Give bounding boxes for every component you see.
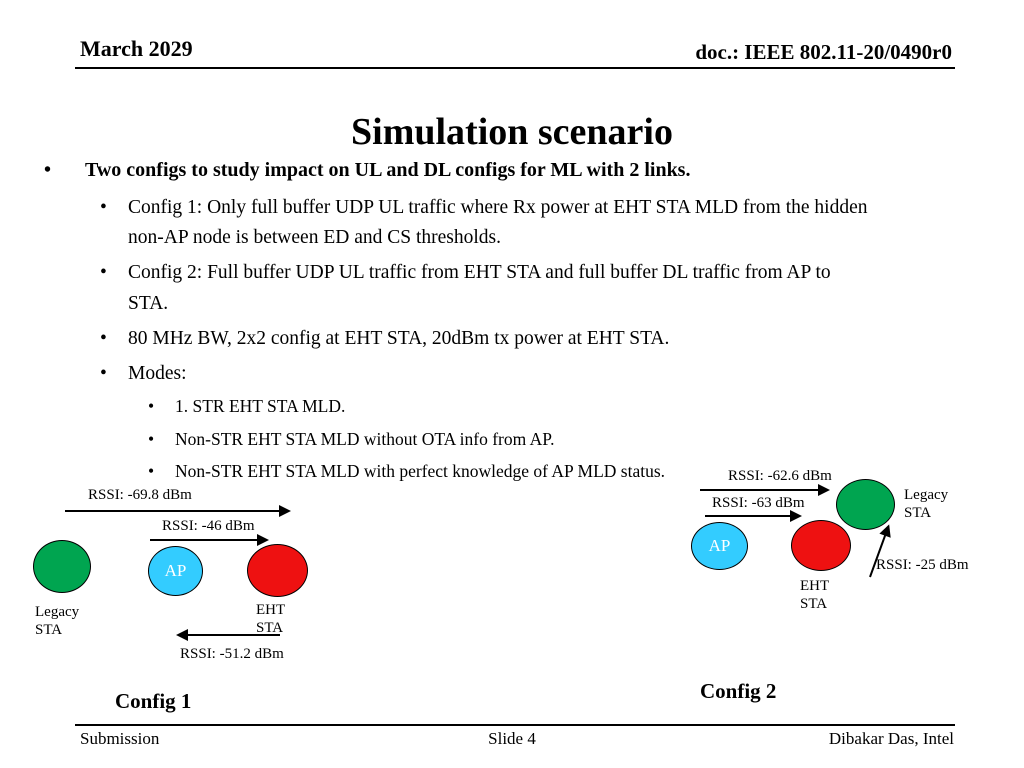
config1-arrow-eht-to-ap xyxy=(176,629,280,641)
config1-legacy-sta-node xyxy=(33,540,91,593)
bullet-bandwidth: 80 MHz BW, 2x2 config at EHT STA, 20dBm … xyxy=(0,324,868,354)
bullet-mode-nonstr-perfect: Non-STR EHT STA MLD with perfect knowled… xyxy=(0,459,910,485)
config1-caption: Config 1 xyxy=(115,689,192,713)
footer-submission: Submission xyxy=(80,729,160,748)
header-divider xyxy=(75,67,955,69)
header-doc-number: doc.: IEEE 802.11-20/0490r0 xyxy=(695,40,952,64)
config2-arrow-ap-to-legacy xyxy=(700,484,830,496)
config2-legacy-sta-node xyxy=(836,479,895,530)
config2-eht-sta-label: EHT STA xyxy=(800,578,829,612)
config1-rssi-bottom-label: RSSI: -51.2 dBm xyxy=(180,646,284,662)
config2-caption: Config 2 xyxy=(700,679,777,703)
config2-eht-sta-node xyxy=(791,520,851,571)
footer-divider xyxy=(75,724,955,726)
footer-slide-number: Slide 4 xyxy=(488,729,536,748)
bullet-list: Two configs to study impact on UL and DL… xyxy=(0,157,910,491)
config1-ap-node: AP xyxy=(148,546,203,596)
header-date: March 2029 xyxy=(80,36,193,61)
footer-author: Dibakar Das, Intel xyxy=(828,729,954,748)
config1-rssi-top-label: RSSI: -69.8 dBm xyxy=(88,487,192,503)
bullet-modes: Modes: xyxy=(0,359,868,389)
config1-eht-sta-node xyxy=(247,544,308,597)
bullet-main: Two configs to study impact on UL and DL… xyxy=(0,157,910,184)
config2-arrow-ap-to-eht xyxy=(705,510,802,522)
config1-arrow-ap-to-eht xyxy=(150,534,269,546)
config2-legacy-sta-label: Legacy STA xyxy=(904,487,949,521)
config1-ap-label: AP xyxy=(164,561,187,580)
config1-legacy-sta-label: Legacy STA xyxy=(35,604,80,638)
bullet-config2: Config 2: Full buffer UDP UL traffic fro… xyxy=(0,258,868,318)
bullet-config1: Config 1: Only full buffer UDP UL traffi… xyxy=(0,193,868,253)
config2-ap-node: AP xyxy=(691,522,748,570)
config2-rssi-top-label: RSSI: -62.6 dBm xyxy=(728,468,832,484)
config2-rssi-diag-label: RSSI: -25 dBm xyxy=(876,557,969,573)
config1-eht-sta-label: EHT STA xyxy=(256,602,285,636)
page-title: Simulation scenario xyxy=(351,111,673,153)
config1-arrow-legacy-to-eht xyxy=(65,505,291,517)
bullet-mode-nonstr-noota: Non-STR EHT STA MLD without OTA info fro… xyxy=(0,427,910,453)
config2-ap-label: AP xyxy=(708,536,731,555)
config1-rssi-mid-label: RSSI: -46 dBm xyxy=(162,518,255,534)
config2-rssi-mid-label: RSSI: -63 dBm xyxy=(712,495,805,511)
bullet-mode-str: 1. STR EHT STA MLD. xyxy=(0,394,910,420)
